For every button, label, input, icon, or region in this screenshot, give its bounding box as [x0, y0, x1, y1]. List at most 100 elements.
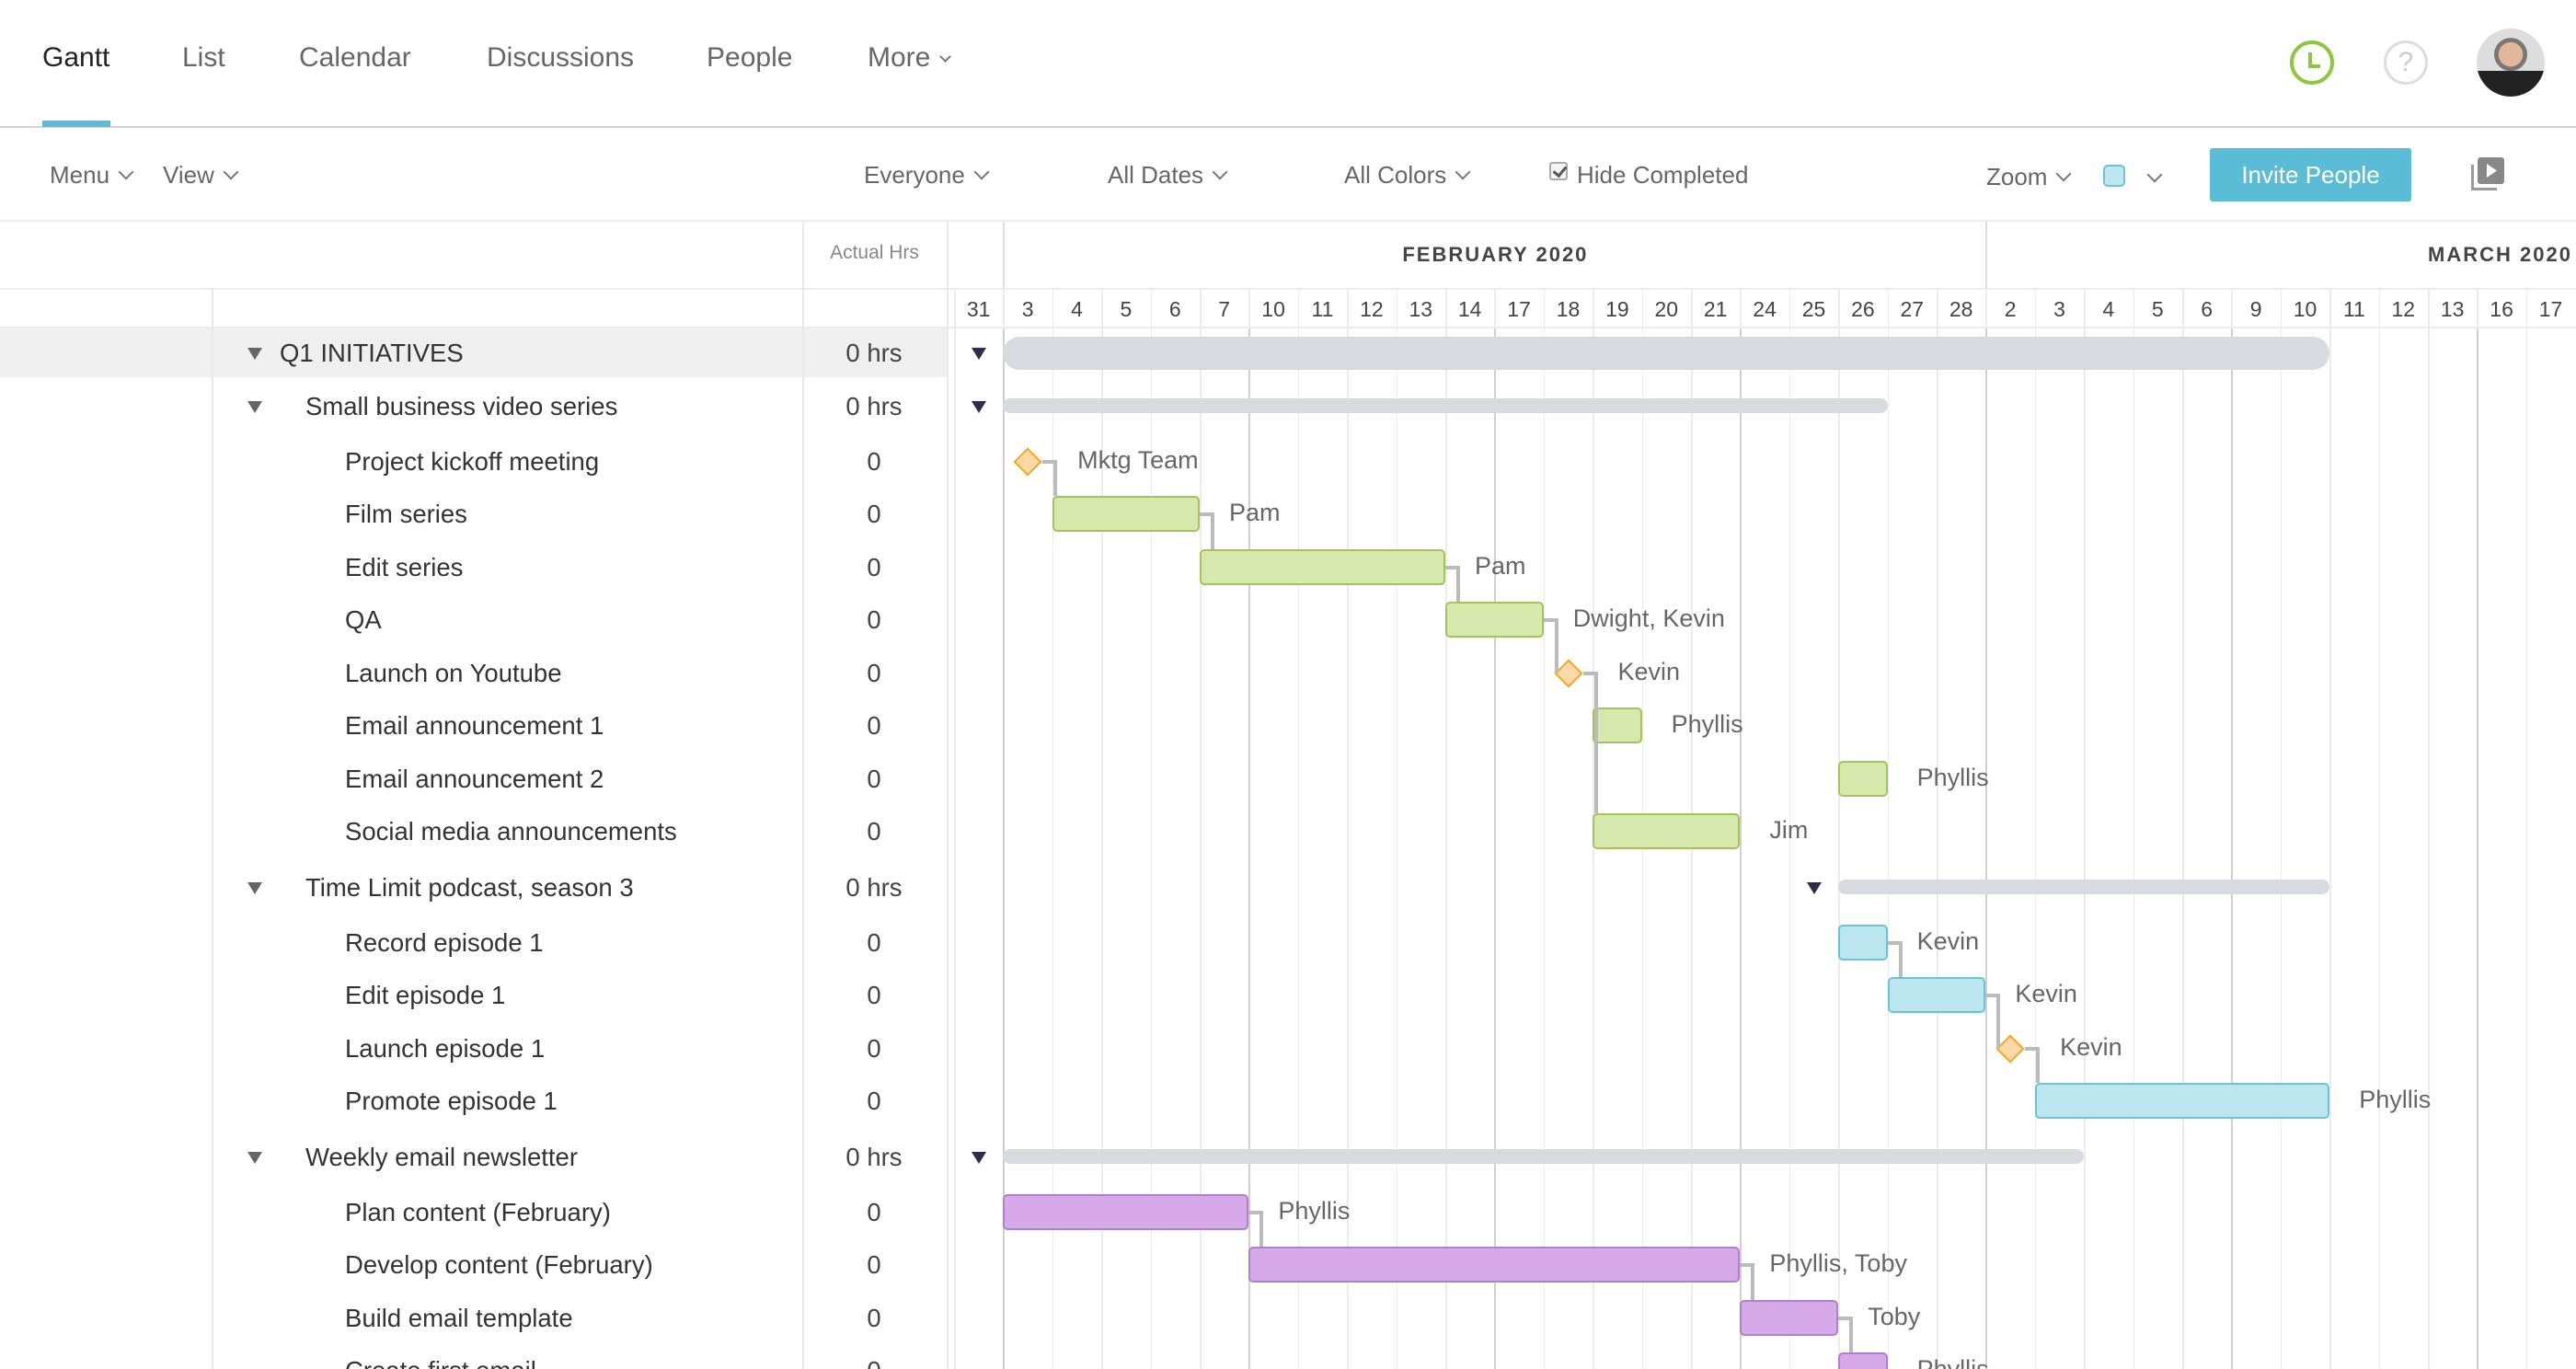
grid-line: [1593, 328, 1594, 1369]
task-name[interactable]: Edit series: [345, 552, 464, 581]
column-divider: [212, 288, 213, 1369]
grid-line: [1396, 328, 1398, 1369]
grid-line: [2084, 290, 2086, 327]
day-label: 27: [1900, 297, 1925, 321]
task-name[interactable]: Build email template: [345, 1303, 573, 1332]
task-name[interactable]: Film series: [345, 500, 467, 529]
task-name[interactable]: Email announcement 1: [345, 711, 604, 741]
dependency-connector: [2036, 1046, 2041, 1084]
task-name[interactable]: Develop content (February): [345, 1250, 653, 1280]
column-divider: [947, 222, 949, 1369]
tab-list[interactable]: List: [182, 42, 225, 73]
collapse-triangle-icon[interactable]: [247, 881, 262, 894]
task-name[interactable]: Launch episode 1: [345, 1033, 546, 1063]
actual-hrs-value: 0: [867, 605, 881, 635]
grid-line: [954, 328, 956, 1369]
dependency-connector: [1042, 459, 1056, 464]
group-name[interactable]: Q1 INITIATIVES: [280, 338, 464, 367]
hide-completed-checkbox[interactable]: [1549, 162, 1568, 180]
task-bar[interactable]: [1740, 1299, 1839, 1336]
milestone-diamond-icon[interactable]: [1013, 447, 1042, 477]
summary-triangle-icon[interactable]: [971, 1151, 986, 1164]
everyone-filter[interactable]: Everyone: [864, 161, 990, 190]
task-bar[interactable]: [1200, 548, 1445, 585]
hide-completed-label[interactable]: Hide Completed: [1577, 161, 1749, 189]
assignee-label: Toby: [1868, 1302, 1921, 1330]
task-name[interactable]: Record episode 1: [345, 927, 544, 957]
grid-line: [2034, 290, 2037, 327]
column-divider: [802, 222, 804, 1369]
task-bar[interactable]: [1838, 924, 1888, 961]
summary-triangle-icon[interactable]: [1806, 881, 1822, 894]
task-bar[interactable]: [1838, 760, 1888, 797]
task-bar[interactable]: [1887, 977, 1986, 1014]
task-name[interactable]: Plan content (February): [345, 1197, 611, 1226]
task-bar[interactable]: [1838, 1352, 1888, 1369]
grid-line: [2329, 328, 2331, 1369]
actual-hrs-value: 0 hrs: [845, 391, 903, 420]
colors-filter[interactable]: All Colors: [1344, 161, 1471, 190]
task-bar[interactable]: [1248, 1247, 1741, 1283]
summary-bar: [1003, 1148, 2085, 1164]
day-label: 5: [2151, 297, 2164, 321]
grid-line: [2133, 290, 2135, 327]
dates-filter[interactable]: All Dates: [1108, 161, 1228, 190]
tab-more[interactable]: More: [868, 42, 952, 74]
day-label: 3: [2053, 297, 2065, 321]
zoom-dropdown[interactable]: Zoom: [1986, 163, 2072, 191]
group-name[interactable]: Small business video series: [305, 391, 618, 420]
task-name[interactable]: QA: [345, 605, 382, 635]
summary-bar: [1003, 397, 1888, 413]
menu-label: Menu: [50, 161, 110, 189]
grid-line: [2084, 328, 2086, 1369]
task-name[interactable]: Project kickoff meeting: [345, 446, 600, 476]
actual-hrs-value: 0: [867, 1033, 881, 1063]
grid-line: [1641, 290, 1644, 327]
task-bar[interactable]: [1445, 602, 1544, 638]
tab-gantt[interactable]: Gantt: [42, 42, 110, 73]
chevron-down-icon: [223, 164, 239, 180]
clock-icon[interactable]: [2290, 40, 2334, 85]
grid-line: [1101, 290, 1103, 327]
view-dropdown[interactable]: View: [163, 161, 239, 190]
task-bar[interactable]: [1593, 813, 1741, 850]
tab-calendar[interactable]: Calendar: [299, 42, 411, 73]
collapse-triangle-icon[interactable]: [247, 400, 262, 413]
task-bar[interactable]: [1052, 496, 1200, 533]
tab-people[interactable]: People: [707, 42, 793, 73]
day-label: 14: [1457, 297, 1482, 321]
help-icon[interactable]: ?: [2384, 40, 2428, 85]
tab-discussions[interactable]: Discussions: [487, 42, 635, 73]
grid-line: [1248, 290, 1250, 327]
task-name[interactable]: Create first email: [345, 1356, 536, 1369]
actual-hrs-value: 0: [867, 1250, 881, 1280]
color-swatch[interactable]: [2103, 165, 2125, 187]
summary-triangle-icon[interactable]: [971, 400, 986, 413]
task-name[interactable]: Promote episode 1: [345, 1087, 558, 1116]
task-name[interactable]: Launch on Youtube: [345, 658, 562, 687]
invite-people-button[interactable]: Invite People: [2210, 148, 2411, 201]
avatar[interactable]: [2477, 29, 2545, 97]
group-name[interactable]: Time Limit podcast, season 3: [305, 872, 634, 902]
group-name[interactable]: Weekly email newsletter: [305, 1142, 578, 1171]
menu-dropdown[interactable]: Menu: [50, 161, 134, 190]
task-bar[interactable]: [1003, 1193, 1249, 1230]
collapse-triangle-icon[interactable]: [247, 347, 262, 360]
grid-line: [2280, 290, 2283, 327]
task-name[interactable]: Email announcement 2: [345, 764, 604, 793]
task-name[interactable]: Edit episode 1: [345, 981, 506, 1010]
summary-triangle-icon[interactable]: [971, 347, 986, 360]
grid-line: [2231, 328, 2234, 1369]
color-chevron-down-icon[interactable]: [2146, 167, 2163, 183]
dependency-connector: [1543, 618, 1557, 623]
task-bar[interactable]: [2034, 1083, 2330, 1120]
grid-line: [1445, 290, 1447, 327]
grid-line: [2525, 290, 2528, 327]
collapse-triangle-icon[interactable]: [247, 1151, 262, 1164]
play-presentation-icon[interactable]: [2469, 155, 2506, 192]
task-bar[interactable]: [1593, 708, 1642, 744]
task-name[interactable]: Social media announcements: [345, 817, 677, 846]
assignee-label: Phyllis: [1671, 710, 1743, 739]
actual-hrs-value: 0 hrs: [845, 338, 903, 367]
grid-line: [2477, 328, 2479, 1369]
